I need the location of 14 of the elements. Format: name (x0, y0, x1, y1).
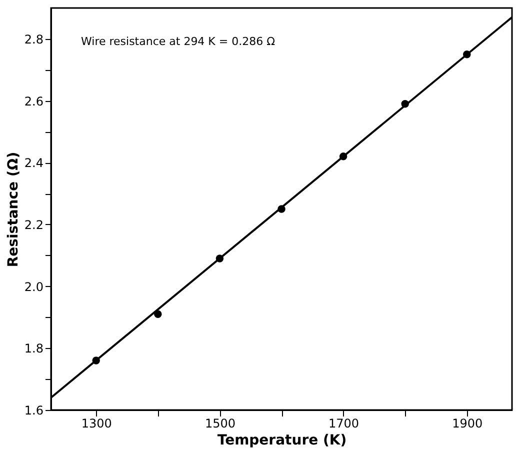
x-tick-label: 1900 (452, 416, 483, 430)
y-tick-label: 2.8 (24, 32, 44, 46)
x-tick-label: 1300 (81, 416, 112, 430)
x-axis-title: Temperature (K) (217, 432, 347, 448)
annotation: Wire resistance at 294 K = 0.286 Ω (81, 35, 275, 48)
y-tick-label: 1.8 (24, 342, 44, 356)
y-tick-label: 2.2 (24, 218, 44, 232)
x-tick-label: 1700 (328, 416, 360, 430)
y-tick-label: 2.4 (24, 156, 44, 170)
y-tick-label: 1.6 (24, 404, 44, 418)
x-tick-label: 1500 (204, 416, 236, 430)
y-axis-title: Resistance (Ω) (5, 152, 22, 268)
y-tick-label: 2.6 (24, 94, 44, 108)
y-tick-label: 2.0 (24, 280, 44, 294)
